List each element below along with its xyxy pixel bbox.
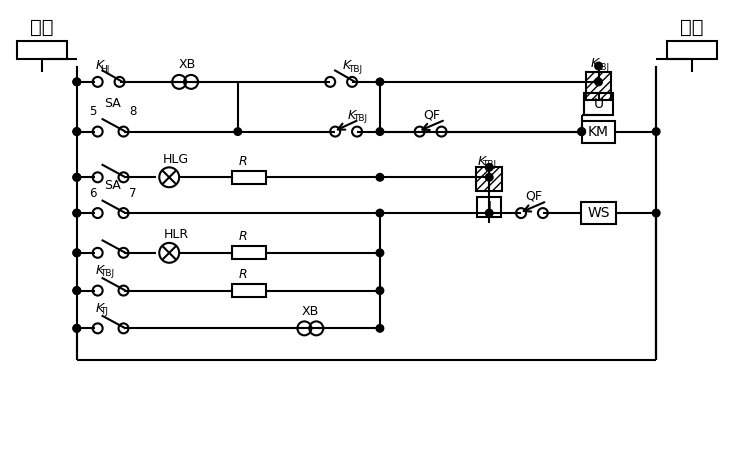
Text: HLR: HLR: [164, 229, 189, 242]
Text: TBJ: TBJ: [100, 269, 115, 278]
Text: K: K: [348, 109, 356, 122]
Text: XB: XB: [178, 58, 196, 71]
Circle shape: [376, 249, 384, 256]
Circle shape: [376, 287, 384, 295]
Text: WS: WS: [587, 206, 610, 220]
Text: I: I: [488, 200, 491, 214]
Circle shape: [73, 325, 80, 332]
Bar: [586, 72, 611, 100]
Circle shape: [376, 325, 384, 332]
Text: 6: 6: [89, 187, 96, 200]
Text: R: R: [238, 268, 247, 281]
Circle shape: [376, 78, 384, 86]
Circle shape: [376, 173, 384, 181]
Circle shape: [73, 249, 80, 256]
Circle shape: [595, 62, 602, 70]
Circle shape: [73, 287, 80, 295]
Circle shape: [73, 128, 80, 135]
Text: TBJ: TBJ: [348, 65, 362, 74]
Text: K: K: [96, 302, 104, 315]
Text: 7: 7: [129, 187, 137, 200]
Text: KM: KM: [588, 124, 609, 139]
Bar: [580, 202, 616, 224]
Circle shape: [376, 209, 384, 217]
Text: K: K: [591, 57, 599, 70]
Circle shape: [73, 173, 80, 181]
Circle shape: [73, 209, 80, 217]
Text: TJ: TJ: [100, 307, 108, 316]
Circle shape: [652, 209, 660, 217]
Text: K: K: [343, 59, 352, 72]
Bar: [667, 41, 717, 59]
Text: HJ: HJ: [100, 65, 110, 74]
Bar: [232, 247, 265, 259]
Bar: [232, 171, 265, 184]
Circle shape: [376, 128, 384, 135]
Circle shape: [73, 128, 80, 135]
Text: SA: SA: [105, 179, 121, 192]
Circle shape: [485, 209, 493, 217]
Circle shape: [485, 163, 493, 171]
Circle shape: [73, 209, 80, 217]
Bar: [477, 197, 501, 217]
Text: 5: 5: [89, 105, 96, 118]
Text: 8: 8: [129, 105, 137, 118]
Text: K: K: [96, 59, 104, 72]
Text: U: U: [594, 97, 604, 111]
Circle shape: [73, 249, 80, 256]
Text: 负极: 负极: [681, 18, 704, 37]
Text: SA: SA: [105, 97, 121, 110]
Bar: [232, 284, 265, 297]
Text: QF: QF: [423, 108, 440, 121]
Circle shape: [73, 173, 80, 181]
Circle shape: [652, 128, 660, 135]
Text: TBJ: TBJ: [353, 114, 367, 123]
Text: HLG: HLG: [163, 153, 189, 166]
Bar: [17, 41, 67, 59]
Text: K: K: [96, 264, 104, 277]
Text: TBJ: TBJ: [595, 62, 610, 72]
Bar: [583, 93, 613, 114]
Circle shape: [234, 128, 241, 135]
Circle shape: [578, 128, 586, 135]
Bar: [477, 167, 502, 191]
Text: QF: QF: [526, 189, 542, 202]
Text: XB: XB: [302, 305, 319, 318]
Text: R: R: [238, 230, 247, 243]
Circle shape: [595, 78, 602, 86]
Bar: [582, 121, 616, 142]
Circle shape: [73, 325, 80, 332]
Text: TBJ: TBJ: [482, 160, 496, 169]
Circle shape: [485, 173, 493, 181]
Text: R: R: [238, 155, 247, 168]
Circle shape: [73, 78, 80, 86]
Circle shape: [73, 287, 80, 295]
Text: 正极: 正极: [30, 18, 54, 37]
Circle shape: [578, 128, 586, 135]
Text: K: K: [477, 155, 485, 168]
Circle shape: [73, 78, 80, 86]
